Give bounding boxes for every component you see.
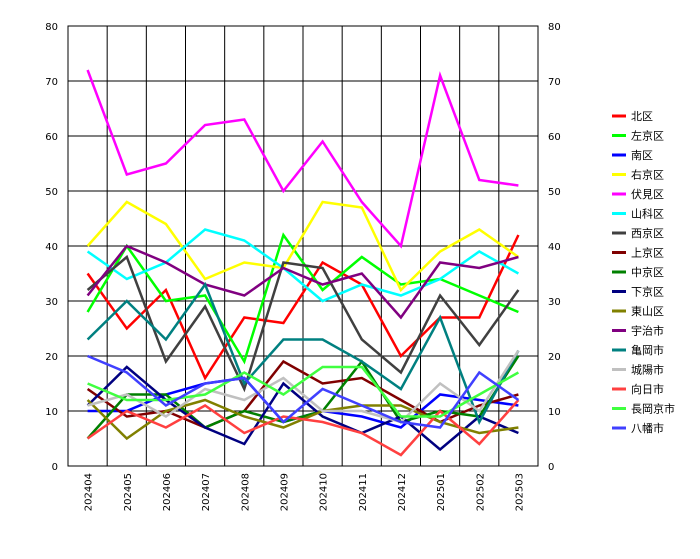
legend-label: 下京区 [631,285,664,299]
legend-label: 亀岡市 [631,343,664,357]
y-tick-label-right: 30 [548,297,561,308]
y-tick-label-left: 30 [45,297,58,308]
legend: 北区左京区南区右京区伏見区山科区西京区上京区中京区下京区東山区宇治市亀岡市城陽市… [612,110,675,435]
legend-label: 宇治市 [631,324,664,338]
legend-label: 城陽市 [631,363,664,377]
series-layer [86,69,520,457]
legend-label: 東山区 [631,305,664,318]
grid-layer [67,25,539,467]
legend-label: 上京区 [631,246,664,260]
legend-label: 八幡市 [631,421,664,435]
legend-label: 伏見区 [631,187,664,201]
series-line [86,234,520,381]
y-tick-label-left: 40 [45,242,58,253]
legend-label: 長岡京市 [631,402,675,416]
legend-label: 西京区 [631,226,664,240]
x-tick-label: 202409 [279,473,290,511]
y-tick-label-right: 10 [548,407,561,418]
x-tick-label: 202407 [201,473,212,511]
y-tick-label-left: 0 [52,462,58,473]
series-line [86,232,519,365]
legend-label: 南区 [631,149,653,162]
y-tick-label-right: 80 [548,22,561,33]
series-line [86,365,519,452]
y-tick-label-left: 80 [45,22,58,33]
x-tick-label: 202411 [358,473,369,511]
y-tick-label-right: 70 [548,77,561,88]
legend-label: 右京区 [631,168,664,182]
y-tick-label-left: 60 [45,132,58,143]
x-tick-label: 202406 [162,473,173,511]
y-tick-label-right: 40 [548,242,561,253]
y-tick-label-left: 70 [45,77,58,88]
x-tick-label: 202405 [123,473,134,511]
y-tick-label-left: 20 [45,352,58,363]
x-tick-label: 202503 [514,473,525,511]
x-tick-label: 202404 [84,473,95,511]
series-line [86,200,520,293]
series-line [86,254,520,393]
x-tick-label: 202412 [397,473,408,511]
axis-layer: 0 0 10 10 20 20 30 30 40 40 50 50 60 60 70 70 80 80 202404… [45,22,560,511]
series-line [87,349,520,424]
series-line [86,281,520,425]
series-line [86,69,519,249]
legend-label: 向日市 [631,382,664,396]
x-tick-label: 202501 [436,473,447,511]
legend-label: 中京区 [631,265,664,279]
y-tick-label-right: 20 [548,352,561,363]
legend-label: 山科区 [631,207,664,221]
x-tick-label: 202408 [240,473,251,511]
legend-label: 左京区 [631,129,664,143]
series-line [86,244,519,320]
x-tick-label: 202502 [475,473,486,511]
y-tick-label-left: 50 [45,187,58,198]
legend-label: 北区 [631,110,653,123]
series-line [86,228,520,303]
y-tick-label-right: 0 [548,462,554,473]
x-tick-label: 202410 [319,473,330,511]
series-line [87,354,520,429]
y-tick-label-right: 50 [548,187,561,198]
y-tick-label-right: 60 [548,132,561,143]
y-tick-label-left: 10 [45,407,58,418]
